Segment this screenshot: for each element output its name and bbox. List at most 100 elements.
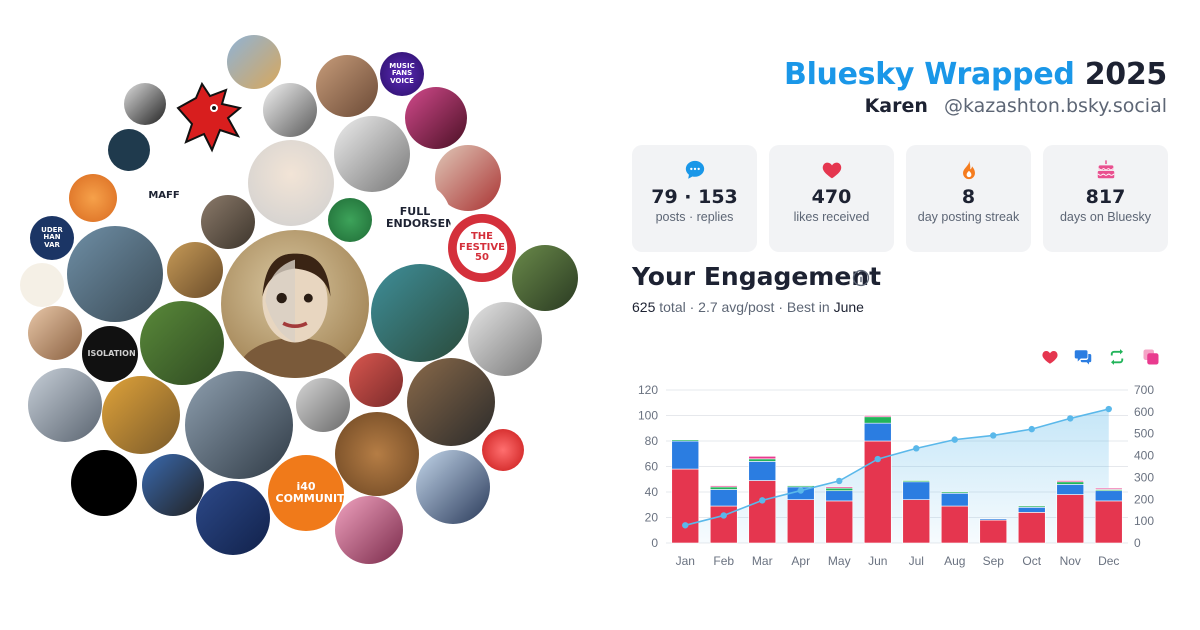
avatar[interactable]: [296, 378, 350, 432]
heart-icon[interactable]: [1041, 348, 1059, 366]
avatar[interactable]: [185, 371, 293, 479]
avatar[interactable]: [407, 358, 495, 446]
avatar[interactable]: [196, 481, 270, 555]
cumulative-line: [685, 408, 1109, 527]
user-handle: @kazashton.bsky.social: [943, 95, 1167, 117]
avatar[interactable]: [512, 245, 578, 311]
bar-reposts: [902, 480, 931, 483]
avatar-red-dragon[interactable]: [168, 78, 248, 158]
avatar[interactable]: [416, 450, 490, 524]
avatar[interactable]: [102, 376, 180, 454]
y-tick-right: 200: [1134, 492, 1154, 506]
avatar[interactable]: [263, 83, 317, 137]
quote-icon[interactable]: [1142, 348, 1160, 366]
avatar-label: FULL ENDORSEMENT: [386, 205, 451, 230]
avatar[interactable]: [20, 263, 64, 307]
avatar-large-portrait[interactable]: [221, 230, 369, 378]
avatar[interactable]: [28, 306, 82, 360]
avatar[interactable]: [328, 198, 372, 242]
engagement-total-word: total: [659, 299, 686, 315]
avatar[interactable]: [142, 454, 204, 516]
avatar-label: MUSIC FANS VOICE: [389, 61, 415, 85]
avatar[interactable]: [124, 83, 166, 125]
avatar[interactable]: [167, 242, 223, 298]
bar-reposts: [1056, 481, 1085, 485]
avatar[interactable]: [69, 174, 117, 222]
user-identity: Karen @kazashton.bsky.social: [865, 95, 1167, 117]
cumulative-point: [682, 522, 689, 529]
avatar-louder-than-war[interactable]: UDER HAN VAR: [30, 216, 74, 260]
info-icon[interactable]: [852, 269, 870, 287]
y-tick-left: 20: [645, 511, 659, 525]
x-tick-label: Apr: [791, 554, 810, 568]
chat-bubble-icon: [685, 160, 704, 179]
x-tick-label: Jun: [868, 554, 887, 568]
repost-icon[interactable]: [1108, 348, 1126, 366]
avatar[interactable]: [108, 129, 150, 171]
avatar[interactable]: [71, 450, 137, 516]
avatar-label: i40 COMMUNITY: [275, 480, 345, 505]
stat-card-days: 817 days on Bluesky: [1043, 145, 1168, 252]
bar-likes: [1094, 500, 1123, 544]
y-tick-right: 400: [1134, 449, 1154, 463]
bar-replies: [825, 490, 854, 502]
avatar[interactable]: [201, 195, 255, 249]
cumulative-point: [874, 455, 881, 463]
cumulative-point: [797, 487, 804, 494]
bar-likes: [671, 468, 700, 544]
avatar-maff[interactable]: MAFF: [130, 162, 198, 230]
bar-reposts: [786, 485, 815, 488]
avatar[interactable]: [67, 226, 163, 322]
replies-icon[interactable]: [1074, 348, 1092, 366]
avatar-label: ISOLATION: [87, 348, 136, 358]
avatar-isolation[interactable]: ISOLATION: [82, 326, 138, 382]
heart-icon: [822, 162, 841, 179]
cumulative-point: [1105, 405, 1112, 413]
bar-likes: [902, 499, 931, 544]
avatar[interactable]: [335, 412, 419, 496]
avatar[interactable]: [468, 302, 542, 376]
avatar[interactable]: [227, 35, 281, 89]
y-tick-left: 0: [651, 536, 658, 550]
page-title: Bluesky Wrapped 2025: [784, 57, 1167, 92]
bar-quotes: [863, 415, 892, 418]
avatar[interactable]: [371, 264, 469, 362]
avatar[interactable]: [334, 116, 410, 192]
bar-replies: [1056, 484, 1085, 495]
x-tick-label: Aug: [944, 554, 965, 568]
display-name: Karen: [864, 95, 928, 117]
cumulative-point: [913, 445, 920, 452]
cumulative-point: [720, 512, 727, 519]
y-tick-left: 40: [645, 485, 659, 499]
avatar[interactable]: [335, 496, 403, 564]
stat-label: day posting streak: [917, 210, 1020, 224]
engagement-summary: 625 total · 2.7 avg/post · Best in June: [632, 299, 864, 315]
cumulative-point: [1067, 415, 1074, 422]
bar-replies: [709, 489, 738, 507]
cake-icon: [1097, 160, 1114, 179]
avatar[interactable]: [140, 301, 224, 385]
bar-reposts: [940, 491, 969, 494]
avatar[interactable]: [316, 55, 378, 117]
bar-replies: [1017, 507, 1046, 513]
bar-likes: [940, 505, 969, 544]
avatar-the-festive-50[interactable]: THE FESTIVE 50: [448, 214, 516, 282]
avatar-full-endorsement[interactable]: FULL ENDORSEMENT: [379, 182, 451, 254]
avatar[interactable]: [349, 353, 403, 407]
stat-value: 470: [811, 186, 852, 208]
avatar[interactable]: [482, 429, 524, 471]
avatar[interactable]: [28, 368, 102, 442]
cumulative-point: [951, 436, 958, 443]
avatar-i40-community[interactable]: i40 COMMUNITY: [268, 455, 344, 531]
bar-replies: [979, 518, 1008, 521]
x-tick-label: May: [828, 554, 851, 568]
stat-card-likes: 470 likes received: [769, 145, 894, 252]
y-tick-right: 100: [1134, 514, 1154, 528]
bar-reposts: [671, 439, 700, 442]
x-tick-label: Dec: [1098, 554, 1119, 568]
avatar[interactable]: [248, 140, 334, 226]
x-tick-label: Jan: [676, 554, 695, 568]
stat-label: posts · replies: [655, 210, 734, 224]
avatar-music-fans-voice[interactable]: MUSIC FANS VOICE: [380, 52, 424, 96]
avatar[interactable]: [405, 87, 467, 149]
